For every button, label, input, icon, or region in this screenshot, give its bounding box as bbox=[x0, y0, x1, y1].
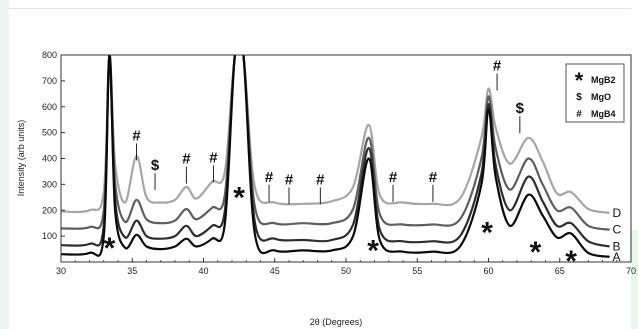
legend-label: MgB4 bbox=[591, 109, 616, 119]
mgb4-peak-marker: # bbox=[265, 169, 274, 186]
y-tick-label: 200 bbox=[42, 205, 57, 215]
legend: * MgB2 $ MgO # MgB4 bbox=[565, 63, 625, 123]
mgb4-peak-marker: # bbox=[132, 127, 141, 144]
legend-symbol: # bbox=[576, 109, 582, 120]
x-tick-label: 45 bbox=[270, 266, 280, 276]
legend-symbol: $ bbox=[576, 92, 582, 103]
series-A-line bbox=[61, 55, 610, 258]
plot-frame bbox=[60, 54, 632, 263]
mgb4-peak-marker: # bbox=[209, 149, 218, 166]
peak-markers: * * * * * * # # # # # # # # # $ $ bbox=[104, 58, 578, 278]
top-rule bbox=[9, 8, 631, 9]
series-D-line bbox=[61, 55, 610, 214]
mgb4-peak-marker: # bbox=[285, 171, 294, 188]
y-tick-label: 600 bbox=[42, 102, 57, 112]
curves-layer bbox=[61, 55, 610, 258]
series-B-line bbox=[61, 55, 610, 248]
series-C-line bbox=[61, 55, 610, 231]
x-tick-label: 55 bbox=[412, 266, 422, 276]
mgb4-peak-marker: # bbox=[316, 171, 325, 188]
mgb2-peak-marker: * bbox=[367, 234, 379, 267]
y-tick-label: 800 bbox=[42, 50, 57, 60]
left-margin-strip bbox=[0, 0, 9, 329]
legend-symbol: * bbox=[575, 68, 584, 93]
legend-label: MgO bbox=[591, 92, 611, 102]
mgb2-peak-marker: * bbox=[481, 216, 493, 249]
curve-label-A: A bbox=[612, 250, 620, 264]
mgb4-peak-marker: # bbox=[389, 169, 398, 186]
mgb4-peak-marker: # bbox=[493, 58, 502, 75]
x-tick-label: 35 bbox=[127, 266, 137, 276]
y-tick-label: 300 bbox=[42, 179, 57, 189]
mgo-peak-marker: $ bbox=[516, 100, 525, 117]
y-axis: 100 200 300 400 500 600 700 800 bbox=[42, 50, 65, 241]
legend-box bbox=[565, 63, 625, 123]
mgb4-peak-marker: # bbox=[429, 169, 438, 186]
curve-label-D: D bbox=[612, 206, 621, 220]
x-tick-label: 40 bbox=[198, 266, 208, 276]
legend-label: MgB2 bbox=[591, 75, 616, 85]
mgb2-peak-marker: * bbox=[530, 236, 542, 269]
mgb4-peak-marker: # bbox=[182, 151, 191, 168]
x-axis: 30 35 40 45 50 55 60 65 70 bbox=[56, 258, 636, 276]
mgb2-peak-marker: * bbox=[104, 232, 116, 265]
y-tick-label: 500 bbox=[42, 128, 57, 138]
x-tick-label: 70 bbox=[626, 266, 636, 276]
x-tick-label: 60 bbox=[483, 266, 493, 276]
y-axis-title: Intensity (arb units) bbox=[16, 120, 26, 197]
x-tick-label: 50 bbox=[341, 266, 351, 276]
x-axis-title: 2θ (Degrees) bbox=[310, 317, 363, 327]
mgo-peak-marker: $ bbox=[151, 157, 160, 174]
y-tick-label: 700 bbox=[42, 76, 57, 86]
y-tick-label: 100 bbox=[42, 231, 57, 241]
x-tick-label: 30 bbox=[56, 266, 66, 276]
y-tick-label: 400 bbox=[42, 154, 57, 164]
x-tick-label: 65 bbox=[555, 266, 565, 276]
mgb2-peak-marker: * bbox=[565, 245, 577, 278]
mgb2-peak-marker: * bbox=[233, 181, 245, 214]
curve-label-B: B bbox=[612, 239, 620, 253]
curve-label-C: C bbox=[612, 223, 621, 237]
right-margin-strip bbox=[631, 230, 638, 329]
